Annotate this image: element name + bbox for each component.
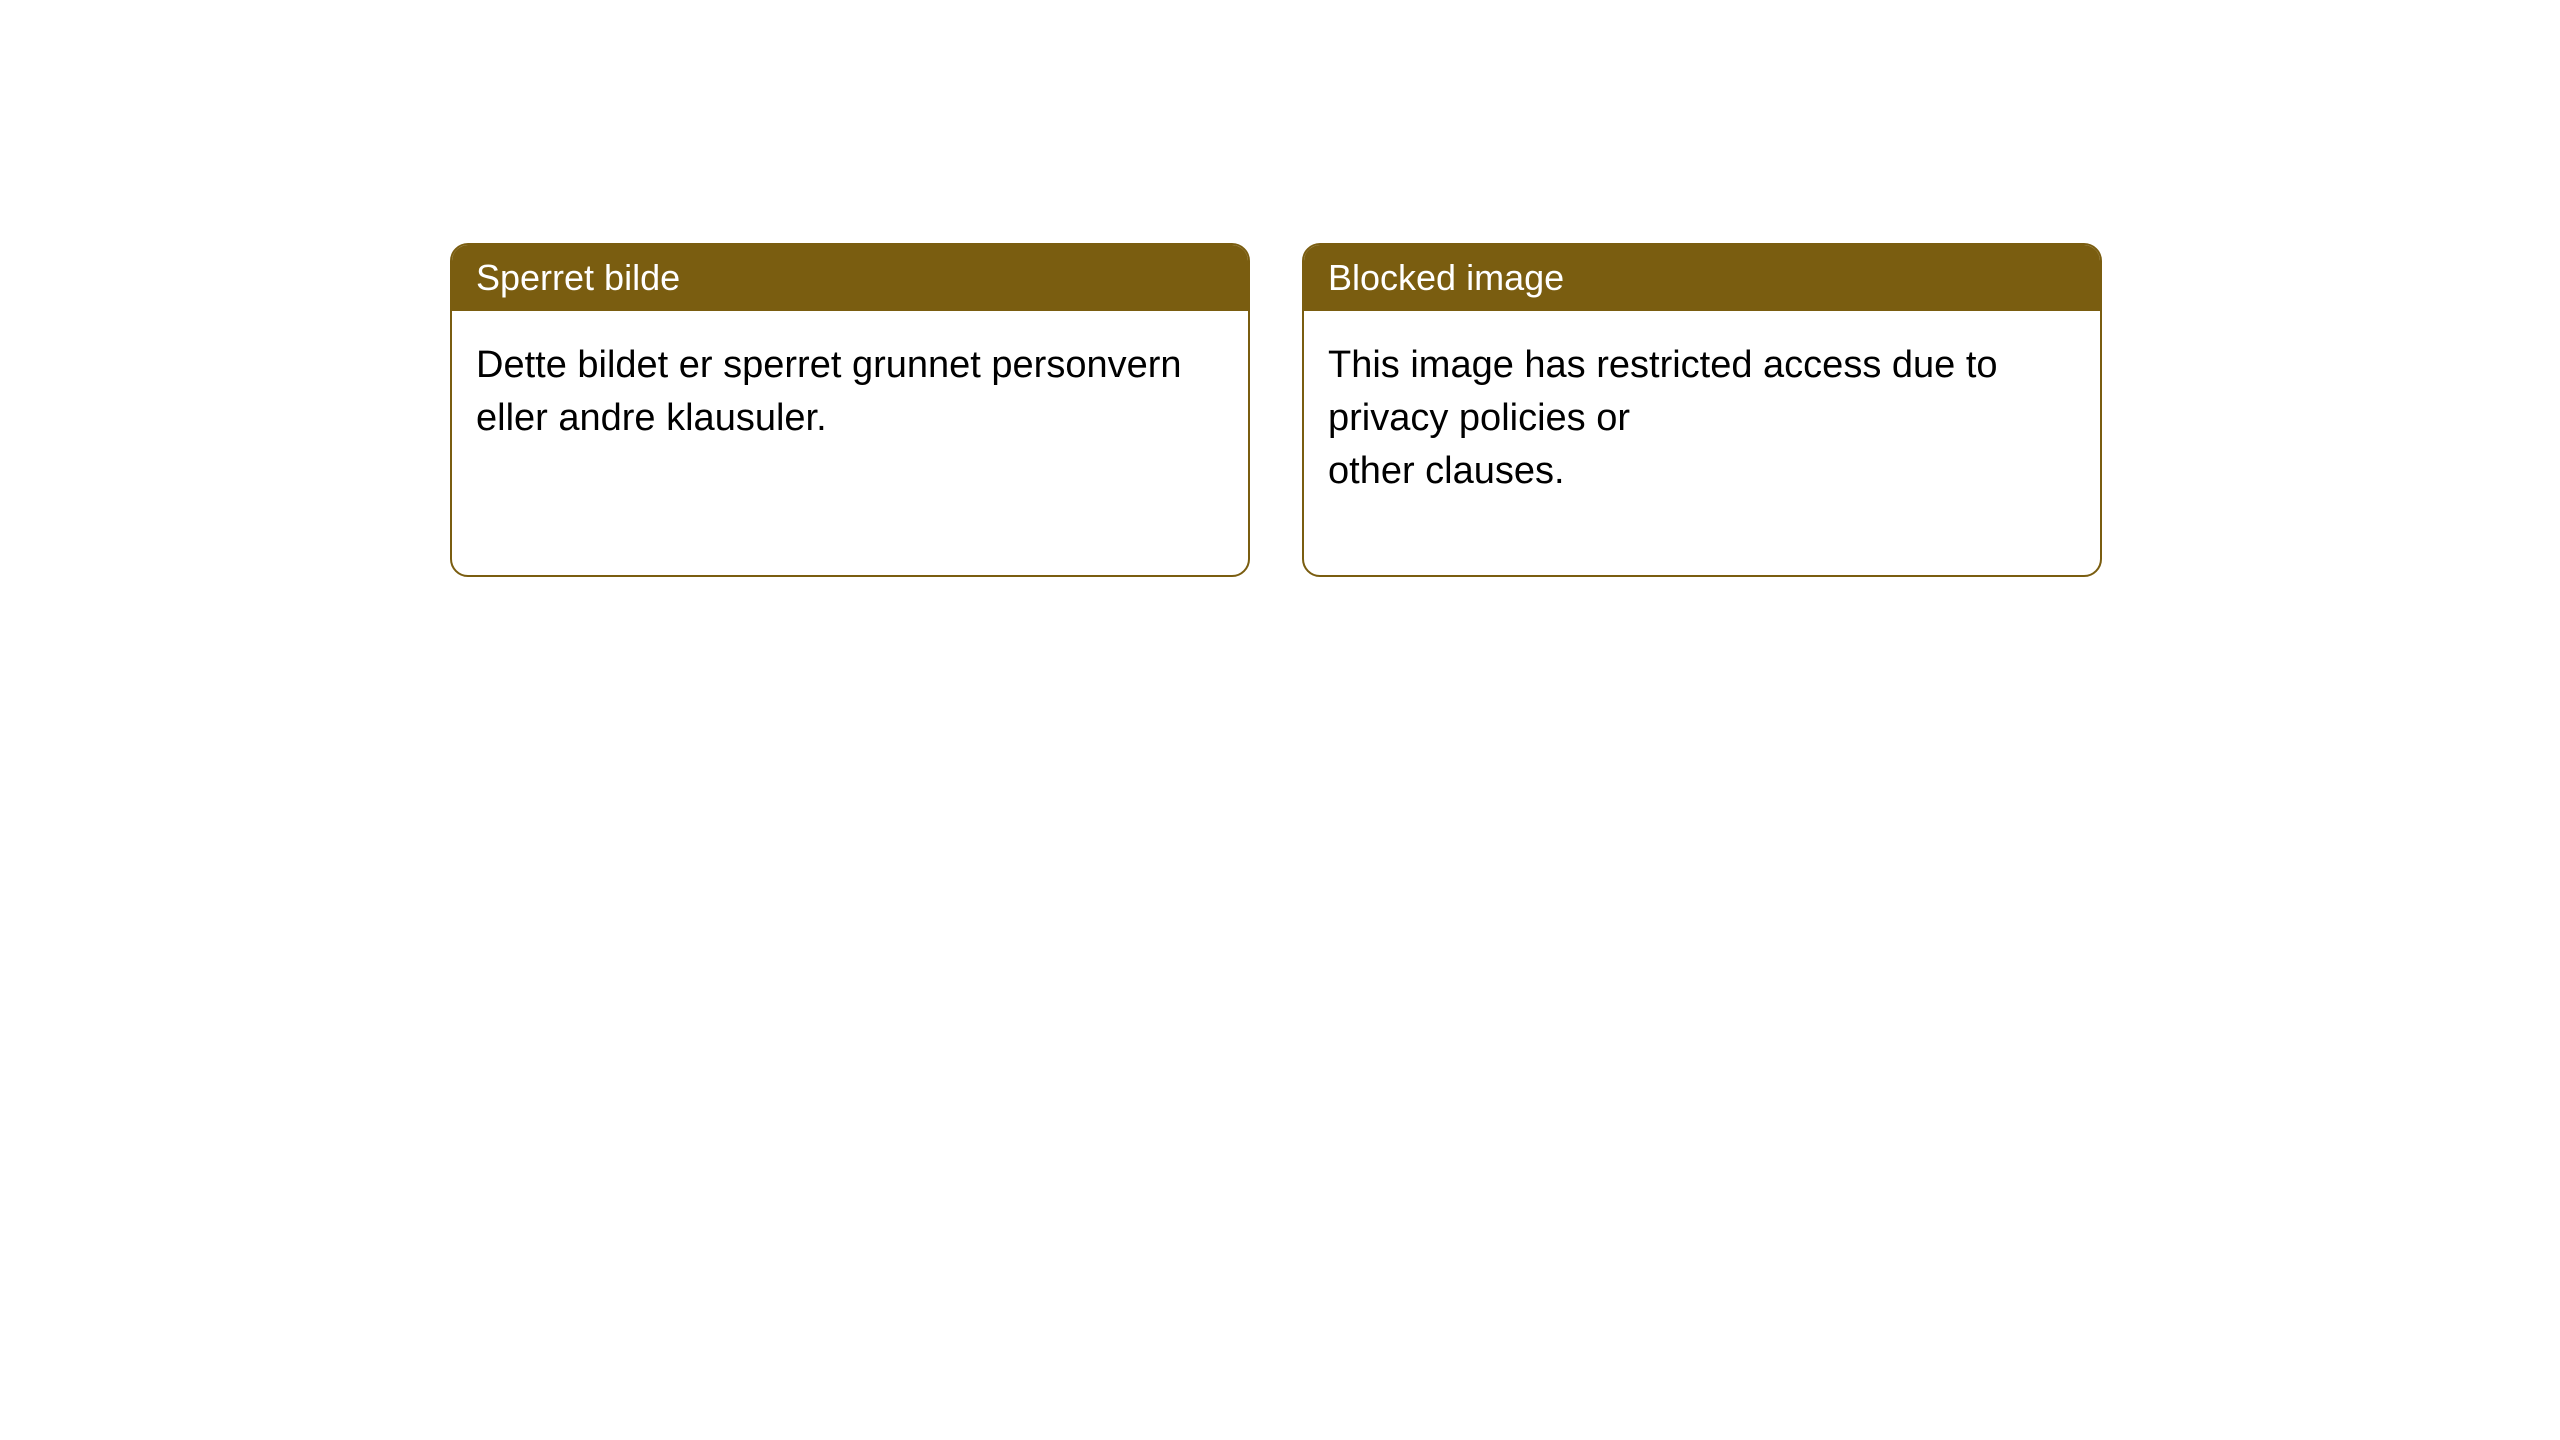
notices-container: Sperret bilde Dette bildet er sperret gr…: [450, 243, 2102, 577]
notice-card-english: Blocked image This image has restricted …: [1302, 243, 2102, 577]
notice-header-english: Blocked image: [1304, 245, 2100, 311]
notice-body-norwegian: Dette bildet er sperret grunnet personve…: [452, 311, 1248, 473]
notice-card-norwegian: Sperret bilde Dette bildet er sperret gr…: [450, 243, 1250, 577]
notice-body-english: This image has restricted access due to …: [1304, 311, 2100, 527]
notice-header-norwegian: Sperret bilde: [452, 245, 1248, 311]
